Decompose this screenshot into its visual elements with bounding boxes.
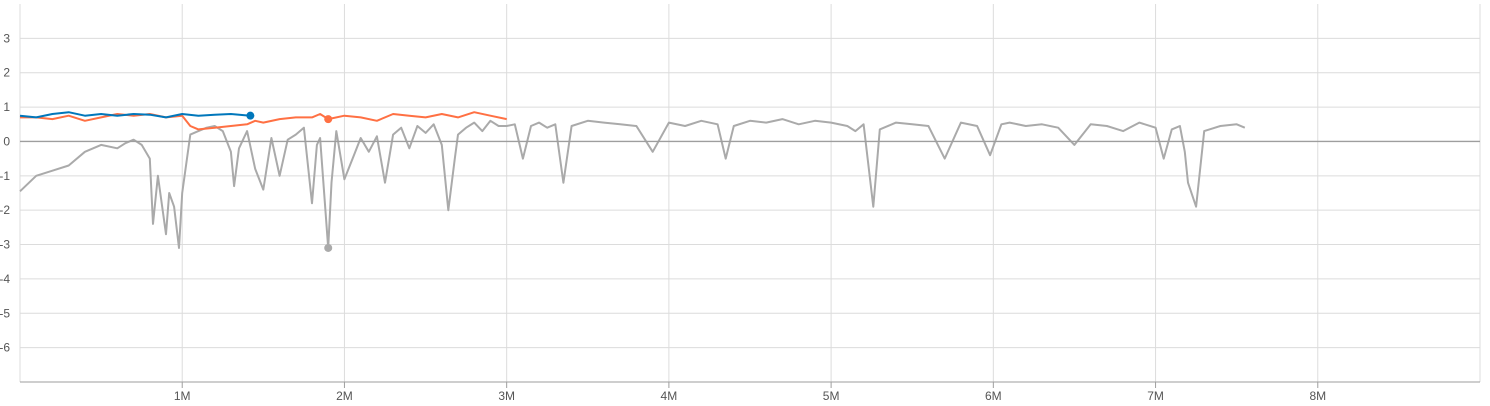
x-tick-label: 8M [1309,389,1326,403]
series-markers [246,111,333,252]
y-tick-label: 3 [3,31,10,45]
series-marker [324,115,333,124]
y-tick-label: -3 [0,238,10,252]
x-tick-label: 2M [336,389,353,403]
y-tick-label: 0 [3,134,10,148]
series-line [19,111,251,119]
y-tick-label: -2 [0,203,10,217]
tick-labels: 3 2 1 0 -1 -2 -3 -4 -5 -6 1M 2M 3M 4M 5M 6M 7M 8M [0,31,1326,403]
series-raw-line [19,118,1245,249]
grid [19,4,1481,382]
x-tick-label: 5M [823,389,840,403]
x-tick-label: 3M [498,389,515,403]
y-tick-label: -4 [0,272,10,286]
x-tick-label: 7M [1147,389,1164,403]
raw-series-layer [19,118,1245,249]
series-line [19,118,1246,249]
series-layer [19,111,1246,249]
series-marker [246,111,255,120]
axes [20,140,1480,388]
x-tick-label: 4M [661,389,678,403]
series-marker [324,243,333,252]
y-tick-label: 2 [3,66,10,80]
y-tick-label: 1 [3,100,10,114]
y-tick-label: -1 [0,169,10,183]
x-tick-label: 1M [174,389,191,403]
y-tick-label: -6 [0,341,10,355]
y-tick-label: -5 [0,306,10,320]
x-tick-label: 6M [985,389,1002,403]
